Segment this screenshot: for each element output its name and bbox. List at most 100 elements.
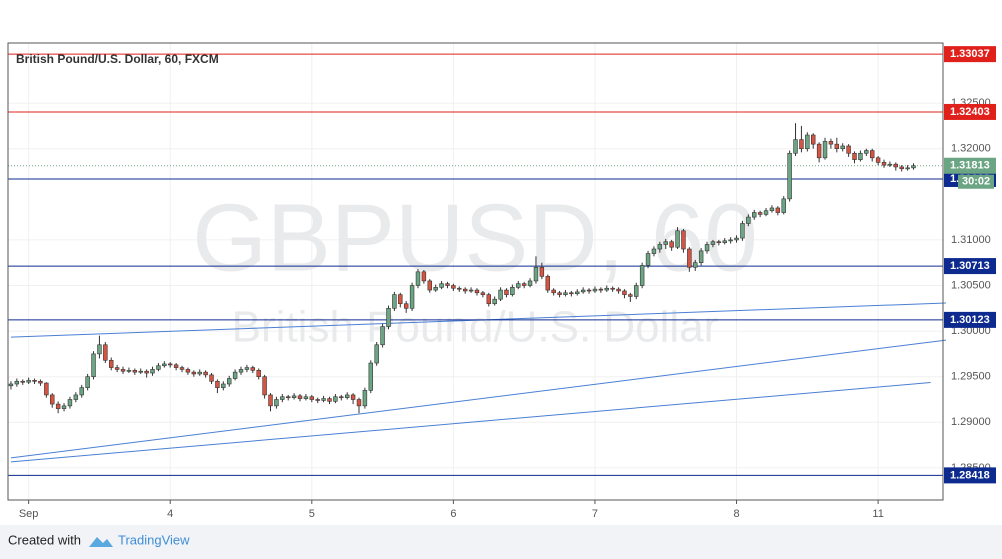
candle-body — [185, 369, 191, 373]
candle-body — [168, 363, 173, 366]
level-label-bg — [944, 311, 996, 328]
candle-body — [592, 288, 598, 292]
candle-body — [303, 396, 309, 399]
last-price-label: 1.31813 — [950, 160, 990, 172]
candle-body — [899, 166, 904, 170]
candle-body — [598, 288, 604, 291]
candle-body — [687, 248, 692, 268]
candle-body — [474, 289, 480, 294]
candle-body — [114, 367, 120, 370]
candle-body — [421, 271, 427, 282]
candle-body — [521, 283, 527, 286]
candle-body — [50, 394, 55, 405]
footer-brand[interactable]: TradingView — [118, 532, 190, 547]
candle-body — [280, 396, 285, 400]
candle-body — [669, 241, 674, 248]
candle-body — [763, 210, 769, 215]
candle-body — [120, 369, 126, 372]
candle-body — [344, 394, 350, 398]
candle-body — [44, 382, 49, 396]
level-label: 1.28418 — [950, 469, 990, 481]
candle-body — [864, 150, 869, 154]
trend-line — [10, 382, 931, 463]
candle-body — [226, 378, 232, 385]
candle-body — [339, 396, 344, 399]
candle-body — [197, 371, 202, 375]
last-price-bg — [944, 157, 996, 174]
candle-body — [498, 289, 503, 300]
candle-body — [103, 344, 108, 361]
candle-body — [162, 363, 167, 367]
candle-body — [327, 398, 332, 402]
x-tick-label: 6 — [450, 508, 456, 520]
candle-body — [262, 376, 267, 396]
candle-body — [722, 240, 727, 243]
candle-body — [575, 291, 580, 295]
candle-body — [492, 298, 497, 305]
candle-body — [828, 141, 834, 145]
candle-body — [144, 370, 149, 374]
level-label: 1.30713 — [950, 260, 990, 272]
candle-body — [191, 371, 197, 375]
candle-body — [297, 395, 303, 399]
candle-body — [73, 394, 79, 400]
candle-body — [586, 289, 592, 292]
candle-body — [362, 390, 368, 407]
level-label-bg — [944, 258, 996, 275]
candle-body — [215, 380, 220, 388]
candle-body — [580, 289, 586, 293]
candle-body — [250, 367, 256, 371]
candle-body — [816, 143, 822, 159]
candle-body — [126, 370, 132, 372]
candle-body — [232, 371, 238, 379]
candle-body — [238, 369, 244, 373]
candle-body — [769, 207, 775, 212]
candle-body — [698, 250, 704, 263]
candle-body — [539, 266, 545, 277]
footer-created: Created with — [8, 532, 81, 547]
candle-body — [67, 399, 73, 407]
candle-body — [427, 280, 432, 291]
candle-body — [374, 344, 379, 364]
trend-line — [10, 339, 947, 459]
candle-body — [645, 253, 651, 266]
candle-body — [20, 380, 25, 383]
candle-body — [604, 287, 609, 291]
candle-body — [533, 266, 539, 282]
level-label: 1.33037 — [950, 48, 990, 60]
candle-body — [746, 216, 751, 224]
candle-body — [85, 376, 90, 388]
candle-body — [274, 399, 279, 407]
candle-body — [881, 162, 887, 166]
candle-body — [156, 365, 161, 370]
candle-body — [911, 165, 916, 169]
candle-body — [415, 271, 421, 286]
watermark: GBPUSD, 60 — [192, 184, 758, 291]
candle-body — [203, 371, 208, 376]
candle-body — [516, 283, 521, 288]
candle-body — [846, 145, 851, 154]
candle-body — [150, 369, 155, 374]
candle-body — [681, 230, 686, 250]
grid — [8, 43, 943, 500]
candle-body — [704, 244, 710, 252]
candle-body — [840, 145, 845, 150]
candle-body — [834, 143, 840, 150]
candle-body — [26, 380, 31, 383]
candle-body — [905, 167, 910, 170]
candle-body — [616, 288, 621, 292]
candle-body — [775, 207, 781, 213]
candle-body — [657, 244, 663, 250]
tradingview-logo — [89, 537, 113, 547]
level-label-bg — [944, 467, 996, 484]
candle-body — [109, 359, 114, 368]
candle-body — [622, 290, 627, 295]
candle-body — [893, 163, 899, 168]
candle-body — [787, 152, 792, 200]
candle-body — [545, 276, 550, 291]
x-tick-label: 4 — [167, 508, 173, 520]
level-label: 1.32403 — [950, 106, 990, 118]
axes: 1.285001.290001.295001.300001.305001.310… — [19, 46, 996, 520]
